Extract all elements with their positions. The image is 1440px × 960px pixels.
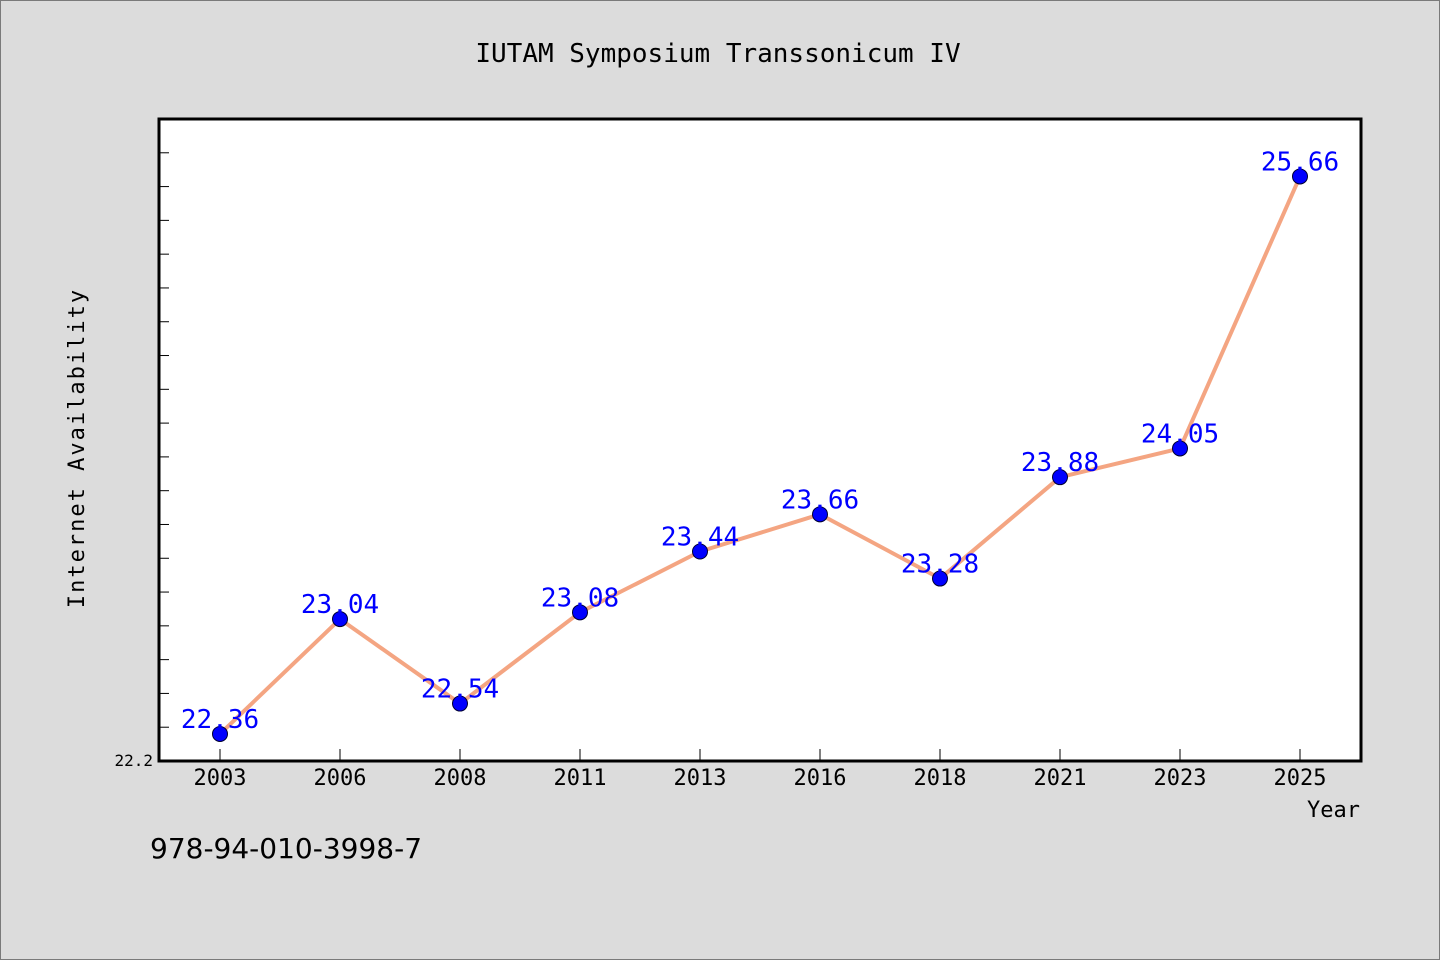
data-label: 23.04 [301,590,379,620]
data-label: 23.28 [901,550,979,580]
data-label: 25.66 [1261,147,1339,177]
y-tick-label: 22.2 [114,751,153,770]
series-layer: 22.36 23.04 22.54 23.08 23.44 23.66 23.28 23.88… [181,147,1339,742]
data-label: 24.05 [1141,419,1219,449]
x-tick-label: 2023 [1154,766,1207,791]
y-axis-ticks: 22.2 [114,152,169,770]
x-tick-label: 2008 [434,766,487,791]
y-axis-label: Internet Availability [65,288,90,608]
isbn-footer: 978-94-010-3998-7 [150,832,423,865]
data-label: 22.54 [421,675,499,705]
data-point [332,611,348,628]
data-label: 23.44 [661,523,739,553]
data-point [1052,469,1068,486]
data-label: 23.08 [541,583,619,613]
x-tick-label: 2013 [674,766,727,791]
x-tick-label: 2011 [554,766,607,791]
x-tick-label: 2021 [1034,766,1087,791]
x-tick-label: 2016 [794,766,847,791]
x-axis-label: Year [1307,798,1360,823]
data-point [572,604,588,621]
data-point [932,570,948,587]
data-point [1292,168,1308,185]
x-tick-label: 2018 [914,766,967,791]
series-line [218,175,1302,736]
data-label: 23.66 [781,485,859,515]
data-point [812,506,828,523]
data-point [1172,440,1188,457]
chart-title: IUTAM Symposium Transsonicum IV [475,39,960,69]
data-point [452,695,468,712]
data-point [212,725,228,742]
x-tick-label: 2003 [194,766,247,791]
data-label: 22.36 [181,705,259,735]
data-label: 23.88 [1021,448,1099,478]
x-tick-label: 2025 [1274,766,1327,791]
x-axis-ticks: 2003 2006 2008 2011 2013 2016 2018 2021 2023 2025 [194,749,1327,791]
plot-area [157,117,1363,763]
data-point [692,543,708,560]
x-tick-label: 2006 [314,766,367,791]
